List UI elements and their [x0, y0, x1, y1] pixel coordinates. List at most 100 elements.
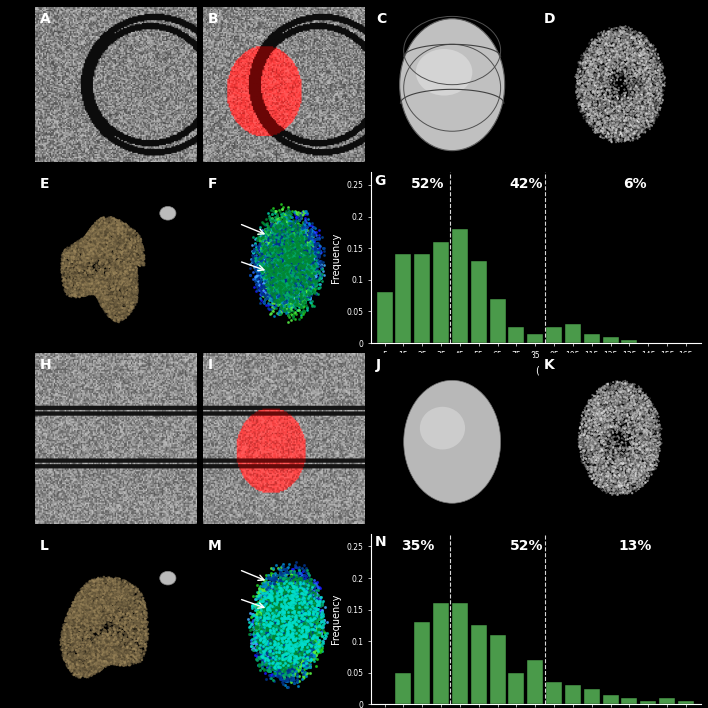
Point: [94, 295, 105, 306]
Point: [122, 232, 134, 244]
Point: [292, 211, 304, 222]
Point: [116, 285, 127, 297]
Point: [274, 268, 285, 279]
Point: [286, 255, 297, 266]
Point: [604, 398, 615, 409]
Point: [617, 102, 629, 113]
Point: [282, 291, 293, 302]
Point: [599, 88, 610, 100]
Point: [625, 383, 636, 394]
Point: [631, 440, 642, 451]
Point: [265, 287, 276, 299]
Point: [586, 76, 598, 88]
Point: [283, 579, 295, 590]
Point: [302, 230, 313, 241]
Point: [65, 263, 76, 274]
Point: [628, 58, 639, 69]
Point: [634, 40, 645, 51]
Point: [296, 237, 307, 249]
Point: [126, 624, 137, 635]
Point: [605, 464, 616, 476]
Point: [88, 649, 100, 661]
Point: [298, 650, 309, 661]
Point: [125, 242, 136, 253]
Point: [73, 588, 84, 600]
Point: [287, 645, 298, 656]
Point: [285, 229, 297, 241]
Point: [624, 425, 636, 436]
Point: [81, 665, 93, 676]
Point: [621, 394, 632, 405]
Point: [283, 592, 295, 603]
Point: [122, 260, 133, 271]
Point: [76, 290, 88, 301]
Point: [301, 624, 312, 635]
Point: [292, 610, 304, 622]
Point: [581, 77, 593, 88]
Point: [291, 590, 302, 602]
Point: [291, 615, 302, 626]
Point: [267, 234, 278, 245]
Point: [628, 84, 639, 95]
Point: [584, 467, 595, 479]
Point: [253, 603, 264, 614]
Point: [281, 663, 292, 675]
Point: [620, 463, 631, 474]
Point: [305, 225, 316, 236]
Point: [258, 585, 270, 596]
Point: [593, 123, 605, 135]
Point: [642, 431, 653, 442]
Point: [618, 111, 629, 122]
Point: [640, 98, 651, 109]
Point: [293, 275, 304, 287]
Point: [264, 223, 275, 234]
Point: [273, 653, 284, 665]
Point: [132, 635, 143, 646]
Point: [260, 579, 271, 590]
Point: [132, 246, 143, 257]
Point: [249, 613, 261, 624]
Point: [302, 602, 314, 613]
Point: [273, 611, 285, 622]
Point: [116, 618, 127, 629]
Point: [597, 464, 608, 475]
Point: [289, 618, 300, 629]
Point: [587, 473, 598, 484]
Point: [621, 396, 632, 407]
Point: [615, 382, 626, 394]
Point: [275, 241, 287, 253]
Point: [57, 629, 68, 640]
Point: [269, 224, 280, 235]
Point: [86, 273, 97, 285]
Point: [617, 468, 628, 479]
Point: [93, 270, 105, 282]
Point: [64, 285, 75, 296]
Point: [278, 649, 289, 660]
Point: [262, 624, 273, 635]
Point: [600, 81, 611, 92]
Point: [91, 597, 103, 608]
Point: [287, 597, 299, 608]
Point: [117, 660, 128, 671]
Point: [266, 261, 277, 273]
Point: [113, 635, 125, 646]
Point: [122, 643, 134, 654]
Point: [289, 257, 300, 268]
Point: [123, 581, 135, 593]
Point: [590, 82, 602, 93]
Point: [275, 614, 287, 625]
Point: [293, 294, 304, 305]
Point: [104, 598, 115, 609]
Point: [279, 264, 290, 275]
Point: [645, 418, 656, 430]
Point: [76, 612, 88, 624]
Point: [598, 401, 609, 412]
Point: [289, 297, 300, 309]
Point: [279, 236, 290, 247]
Point: [261, 629, 272, 640]
Point: [253, 627, 265, 639]
Point: [119, 266, 130, 278]
Point: [278, 588, 289, 599]
Point: [275, 228, 286, 239]
Point: [290, 226, 302, 237]
